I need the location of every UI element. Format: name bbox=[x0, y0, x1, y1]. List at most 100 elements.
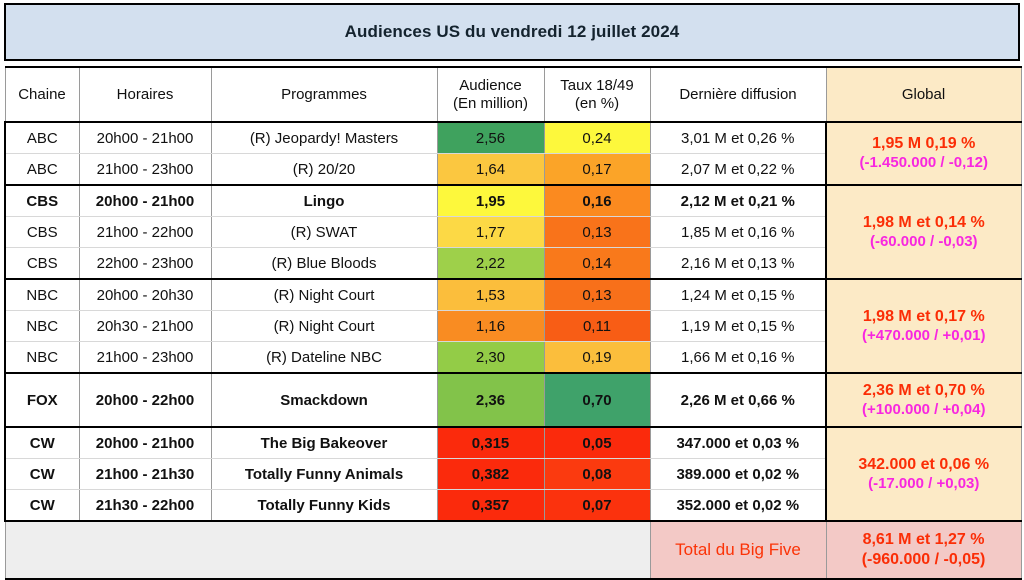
cell-chaine: FOX bbox=[4, 372, 80, 428]
cell-horaires: 21h00 - 23h00 bbox=[78, 341, 212, 374]
global-delta-value: (-17.000 / +0,03) bbox=[868, 474, 980, 492]
cell-programme: (R) Blue Bloods bbox=[210, 247, 438, 280]
cell-taux: 0,17 bbox=[543, 153, 651, 186]
column-header-audience-line2: (En million) bbox=[452, 94, 528, 112]
table-row: ABC 20h00 - 21h00 (R) Jeopardy! Masters 2,5… bbox=[4, 121, 1022, 186]
cell-derniere-diffusion: 1,66 M et 0,16 % bbox=[649, 341, 827, 374]
cell-audience: 1,77 bbox=[436, 216, 545, 248]
total-label: Total du Big Five bbox=[649, 520, 827, 580]
column-header-global: Global bbox=[825, 66, 1022, 123]
global-delta-value: (+100.000 / +0,04) bbox=[862, 400, 986, 418]
cell-taux: 0,13 bbox=[543, 278, 651, 311]
cell-programme: Totally Funny Kids bbox=[210, 489, 438, 522]
cell-chaine: NBC bbox=[4, 278, 80, 311]
audience-table-page: Audiences US du vendredi 12 juillet 2024… bbox=[4, 3, 1022, 580]
cell-horaires: 20h00 - 20h30 bbox=[78, 278, 212, 311]
table-row: ABC 21h00 - 23h00 (R) 20/20 1,64 0,17 2,07 M … bbox=[4, 153, 1021, 186]
cell-chaine: ABC bbox=[4, 121, 80, 154]
page-title-banner: Audiences US du vendredi 12 juillet 2024 bbox=[4, 3, 1020, 61]
table-row: CW 21h00 - 21h30 Totally Funny Animals 0,38… bbox=[4, 458, 1021, 490]
global-main-value: 1,98 M et 0,17 % bbox=[862, 307, 985, 325]
column-header-taux-line2: (en %) bbox=[574, 94, 620, 112]
cell-chaine: NBC bbox=[4, 341, 80, 374]
table-row: NBC 20h30 - 21h00 (R) Night Court 1,16 0,11 1… bbox=[4, 310, 1021, 342]
cell-global: 1,98 M et 0,14 % (-60.000 / -0,03) bbox=[825, 184, 1022, 280]
cell-audience: 1,53 bbox=[436, 278, 545, 311]
cell-programme: Smackdown bbox=[210, 372, 438, 428]
cell-derniere-diffusion: 3,01 M et 0,26 % bbox=[649, 121, 827, 154]
cell-taux: 0,14 bbox=[543, 247, 651, 280]
cell-audience: 2,56 bbox=[436, 121, 545, 154]
cell-audience: 2,36 bbox=[436, 372, 545, 428]
cell-audience: 1,64 bbox=[436, 153, 545, 186]
cell-chaine: NBC bbox=[4, 310, 80, 342]
column-header-derniere-diffusion: Dernière diffusion bbox=[649, 66, 827, 123]
cell-programme: Totally Funny Animals bbox=[210, 458, 438, 490]
page-title: Audiences US du vendredi 12 juillet 2024 bbox=[344, 22, 680, 41]
cell-derniere-diffusion: 1,24 M et 0,15 % bbox=[649, 278, 827, 311]
table-row: CW 20h00 - 21h00 The Big Bakeover 0,315 0,05… bbox=[4, 426, 1022, 522]
cell-audience: 1,95 bbox=[436, 184, 545, 217]
cell-audience: 2,30 bbox=[436, 341, 545, 374]
total-row-spacer bbox=[4, 520, 651, 580]
total-delta-value: (-960.000 / -0,05) bbox=[861, 551, 986, 568]
cell-global: 2,36 M et 0,70 % (+100.000 / +0,04) bbox=[825, 372, 1022, 428]
cell-derniere-diffusion: 352.000 et 0,02 % bbox=[649, 489, 827, 522]
cell-horaires: 20h00 - 21h00 bbox=[78, 426, 212, 459]
audience-table: Chaine Horaires Programmes Audience (En mill… bbox=[4, 66, 1022, 580]
global-main-value: 2,36 M et 0,70 % bbox=[862, 381, 985, 399]
cell-taux: 0,07 bbox=[543, 489, 651, 522]
cell-chaine: CW bbox=[4, 426, 80, 459]
cell-horaires: 20h30 - 21h00 bbox=[78, 310, 212, 342]
cell-programme: (R) Night Court bbox=[210, 278, 438, 311]
cell-taux: 0,13 bbox=[543, 216, 651, 248]
cell-programme: (R) Jeopardy! Masters bbox=[210, 121, 438, 154]
cell-audience: 0,382 bbox=[436, 458, 545, 490]
cell-derniere-diffusion: 2,07 M et 0,22 % bbox=[649, 153, 827, 186]
table-header-row: Chaine Horaires Programmes Audience (En mill… bbox=[4, 66, 1022, 123]
cell-taux: 0,70 bbox=[543, 372, 651, 428]
cell-taux: 0,24 bbox=[543, 121, 651, 154]
cell-audience: 2,22 bbox=[436, 247, 545, 280]
cell-derniere-diffusion: 347.000 et 0,03 % bbox=[649, 426, 827, 459]
cell-audience: 1,16 bbox=[436, 310, 545, 342]
cell-horaires: 21h00 - 21h30 bbox=[78, 458, 212, 490]
cell-derniere-diffusion: 1,19 M et 0,15 % bbox=[649, 310, 827, 342]
column-header-audience: Audience (En million) bbox=[436, 66, 545, 123]
cell-taux: 0,16 bbox=[543, 184, 651, 217]
global-delta-value: (+470.000 / +0,01) bbox=[862, 326, 986, 344]
cell-programme: (R) Dateline NBC bbox=[210, 341, 438, 374]
cell-chaine: CBS bbox=[4, 247, 80, 280]
table-row: NBC 20h00 - 20h30 (R) Night Court 1,53 0,13 1… bbox=[4, 278, 1022, 374]
cell-programme: (R) Night Court bbox=[210, 310, 438, 342]
cell-global: 1,95 M 0,19 % (-1.450.000 / -0,12) bbox=[825, 121, 1022, 186]
cell-audience: 0,357 bbox=[436, 489, 545, 522]
global-delta-value: (-60.000 / -0,03) bbox=[869, 232, 978, 250]
global-main-value: 1,98 M et 0,14 % bbox=[862, 213, 985, 231]
total-main-value: 8,61 M et 1,27 % bbox=[862, 531, 985, 548]
cell-programme: (R) 20/20 bbox=[210, 153, 438, 186]
cell-taux: 0,05 bbox=[543, 426, 651, 459]
column-header-taux-line1: Taux 18/49 bbox=[560, 77, 634, 95]
cell-programme: The Big Bakeover bbox=[210, 426, 438, 459]
cell-horaires: 21h30 - 22h00 bbox=[78, 489, 212, 522]
cell-chaine: CBS bbox=[4, 216, 80, 248]
global-main-value: 342.000 et 0,06 % bbox=[858, 455, 990, 473]
cell-taux: 0,08 bbox=[543, 458, 651, 490]
cell-derniere-diffusion: 2,12 M et 0,21 % bbox=[649, 184, 827, 217]
cell-derniere-diffusion: 1,85 M et 0,16 % bbox=[649, 216, 827, 248]
column-header-taux: Taux 18/49 (en %) bbox=[543, 66, 651, 123]
table-row: CBS 20h00 - 21h00 Lingo 1,95 0,16 2,12 M et 0… bbox=[4, 184, 1022, 280]
cell-horaires: 20h00 - 21h00 bbox=[78, 184, 212, 217]
cell-global: 342.000 et 0,06 % (-17.000 / +0,03) bbox=[825, 426, 1022, 522]
cell-derniere-diffusion: 389.000 et 0,02 % bbox=[649, 458, 827, 490]
cell-global: 1,98 M et 0,17 % (+470.000 / +0,01) bbox=[825, 278, 1022, 374]
cell-taux: 0,11 bbox=[543, 310, 651, 342]
cell-horaires: 21h00 - 23h00 bbox=[78, 153, 212, 186]
column-header-chaine: Chaine bbox=[4, 66, 80, 123]
column-header-programmes: Programmes bbox=[210, 66, 438, 123]
table-row: FOX 20h00 - 22h00 Smackdown 2,36 0,70 2,26 M … bbox=[4, 372, 1022, 428]
table-body: Chaine Horaires Programmes Audience (En mill… bbox=[4, 66, 1022, 580]
table-row: CBS 22h00 - 23h00 (R) Blue Bloods 2,22 0,14 2… bbox=[4, 247, 1021, 280]
cell-chaine: CBS bbox=[4, 184, 80, 217]
